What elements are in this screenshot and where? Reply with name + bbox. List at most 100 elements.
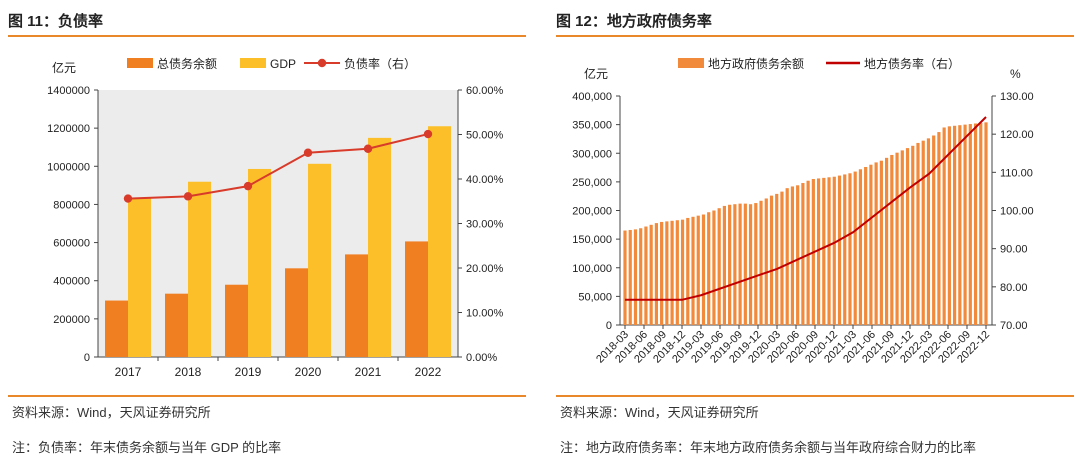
bar-local-debt: [712, 210, 716, 325]
note-text: 注：负债率：年末债务余额与当年 GDP 的比率: [12, 440, 282, 455]
left-tick-label: 150,000: [572, 234, 612, 246]
right-tick-label: 20.00%: [466, 263, 504, 275]
left-tick-label: 400,000: [572, 91, 612, 103]
bar-local-debt: [738, 203, 742, 325]
bar-local-debt: [905, 148, 910, 325]
legend-label-debt-ratio: 负债率（右）: [344, 56, 416, 71]
bar-local-debt: [623, 230, 627, 325]
debt-ratio-point: [363, 144, 373, 153]
bar-local-debt: [858, 169, 863, 325]
bar-local-debt: [958, 125, 962, 325]
left-tick-label: 600000: [53, 238, 90, 250]
source-divider: [556, 395, 1074, 397]
left-axis-unit: 亿元: [52, 60, 76, 75]
bar-local-debt: [701, 214, 706, 325]
bar-total-debt: [105, 300, 128, 357]
bar-local-debt: [816, 178, 821, 325]
left-tick-label: 200,000: [572, 206, 612, 218]
bar-local-debt: [785, 188, 789, 325]
bar-local-debt: [722, 205, 727, 325]
bar-local-debt: [639, 228, 643, 325]
x-tick-label: 2017: [115, 365, 142, 379]
bar-local-debt: [895, 152, 899, 325]
bar-local-debt: [911, 145, 915, 325]
legend-marker-debt-ratio: [317, 58, 327, 68]
bar-gdp: [188, 181, 211, 357]
bar-local-debt: [665, 221, 669, 325]
left-tick-label: 200000: [53, 314, 90, 326]
bar-gdp: [128, 198, 151, 357]
left-tick-label: 400000: [53, 276, 90, 288]
left-tick-label: 350,000: [572, 120, 612, 132]
left-tick-label: 0: [606, 320, 612, 332]
debt-ratio-line: [127, 133, 429, 200]
bar-local-debt: [979, 122, 983, 325]
bar-total-debt: [165, 293, 188, 357]
bar-local-debt: [644, 226, 648, 325]
source-text: 资料来源：Wind，天风证券研究所: [12, 405, 211, 420]
bar-local-debt: [874, 162, 878, 325]
bar-local-debt: [670, 220, 674, 325]
chart-title-local-debt-ratio: 图 12：地方政府债务率: [556, 13, 712, 30]
bar-local-debt: [743, 203, 747, 325]
left-tick-label: 250,000: [572, 177, 612, 189]
bar-local-debt: [675, 220, 679, 325]
bar-local-debt: [953, 125, 957, 326]
legend-swatch-total-debt: [127, 58, 153, 68]
left-tick-label: 50,000: [578, 291, 612, 303]
bar-local-debt: [660, 221, 664, 325]
bar-local-debt: [890, 154, 894, 325]
bar-total-debt: [405, 241, 428, 357]
panel-local-debt-ratio: 图 12：地方政府债务率 亿元% 0 50,000 100,000 150,000 200…: [548, 0, 1080, 466]
x-tick-label: 2022: [415, 365, 442, 379]
bar-local-debt: [717, 208, 721, 325]
x-tick-label: 2021: [355, 365, 382, 379]
bar-total-debt: [225, 284, 248, 357]
right-tick-label: 50.00%: [466, 130, 504, 142]
debt-ratio-point: [243, 181, 253, 191]
bar-local-debt: [769, 195, 774, 325]
chart-title-debt-ratio: 图 11：负债率: [8, 13, 104, 30]
bar-local-debt: [884, 157, 889, 325]
left-tick-label: 1400000: [47, 85, 90, 97]
legend-label-gdp: GDP: [270, 57, 296, 71]
bar-local-debt: [869, 164, 873, 325]
bar-local-debt: [801, 183, 805, 325]
bar-local-debt: [968, 124, 972, 326]
bar-local-debt: [963, 124, 967, 325]
bar-local-debt: [790, 186, 795, 325]
panel-debt-ratio: 图 11：负债率 亿元 0 200000 400000 600000 800000 1000…: [0, 0, 528, 466]
right-tick-label: 40.00%: [466, 174, 504, 186]
debt-ratio-point: [123, 194, 133, 203]
local-debt-ratio-chart: 亿元 % 0 50,000 100,000 150,000 200,000 250,000 30…: [572, 56, 1034, 366]
bar-local-debt: [853, 171, 857, 325]
debt-ratio-point: [183, 192, 193, 201]
x-tick-label: 2018: [175, 365, 202, 379]
bar-local-debt: [686, 217, 690, 325]
bar-local-debt: [864, 166, 868, 325]
right-tick-label: 110.00: [1000, 167, 1033, 179]
bar-gdp: [308, 163, 331, 357]
right-tick-label: 0.00%: [466, 352, 497, 364]
bar-local-debt: [984, 122, 988, 326]
legend-swatch-gdp: [240, 58, 266, 68]
left-tick-label: 1000000: [47, 161, 90, 173]
bar-local-debt: [775, 193, 779, 325]
plot-area: [98, 90, 458, 357]
right-tick-label: 30.00%: [466, 219, 504, 231]
right-tick-label: 130.00: [1000, 91, 1034, 103]
bar-local-debt: [649, 224, 653, 325]
bar-local-debt: [827, 177, 831, 325]
bar-local-debt: [796, 185, 800, 325]
bar-local-debt: [806, 180, 810, 325]
debt-ratio-point: [303, 148, 313, 157]
right-tick-label: 70.00: [1000, 320, 1028, 332]
legend-label-local-debt-ratio: 地方债务率（右）: [864, 56, 960, 71]
bar-local-debt: [691, 216, 695, 325]
bar-local-debt: [879, 160, 883, 325]
left-tick-label: 300,000: [572, 148, 612, 160]
x-tick-label: 2019: [235, 365, 262, 379]
note-text: 注：地方政府债务率：年末地方政府债务余额与当年政府综合财力的比率: [560, 440, 977, 455]
bar-local-debt: [932, 135, 936, 325]
title-divider: [8, 35, 526, 37]
